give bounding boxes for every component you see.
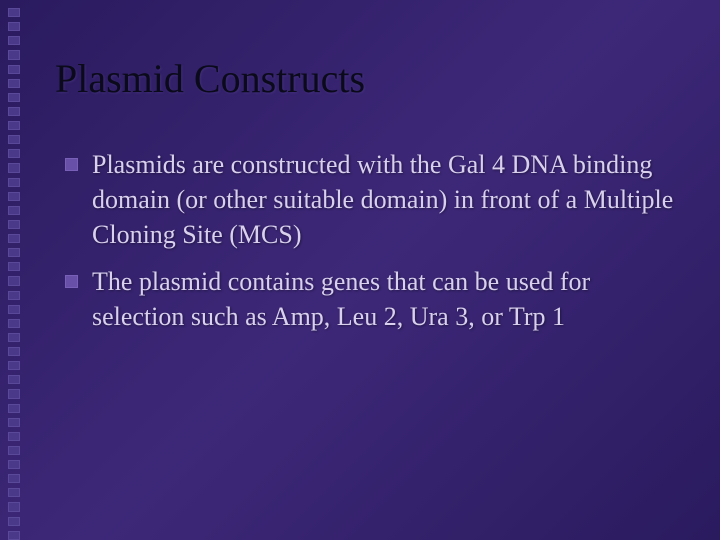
deco-square-icon bbox=[8, 248, 20, 257]
deco-square-icon bbox=[8, 389, 20, 398]
deco-square-icon bbox=[8, 107, 20, 116]
deco-square-icon bbox=[8, 262, 20, 271]
deco-square-icon bbox=[8, 517, 20, 526]
deco-square-icon bbox=[8, 192, 20, 201]
deco-square-icon bbox=[8, 36, 20, 45]
slide-title: Plasmid Constructs bbox=[55, 55, 680, 102]
deco-square-icon bbox=[8, 375, 20, 384]
deco-square-icon bbox=[8, 319, 20, 328]
deco-square-icon bbox=[8, 347, 20, 356]
deco-square-icon bbox=[8, 234, 20, 243]
deco-square-icon bbox=[8, 333, 20, 342]
deco-square-icon bbox=[8, 446, 20, 455]
deco-square-icon bbox=[8, 8, 20, 17]
bullet-list: Plasmids are constructed with the Gal 4 … bbox=[55, 147, 680, 334]
deco-square-icon bbox=[8, 65, 20, 74]
slide-content: Plasmid Constructs Plasmids are construc… bbox=[55, 55, 680, 346]
deco-square-icon bbox=[8, 488, 20, 497]
deco-square-icon bbox=[8, 121, 20, 130]
deco-square-icon bbox=[8, 474, 20, 483]
deco-square-icon bbox=[8, 79, 20, 88]
bullet-text: The plasmid contains genes that can be u… bbox=[92, 264, 680, 334]
left-decoration-strip bbox=[0, 0, 28, 540]
deco-square-icon bbox=[8, 460, 20, 469]
deco-square-icon bbox=[8, 93, 20, 102]
deco-square-icon bbox=[8, 163, 20, 172]
square-bullet-icon bbox=[65, 158, 78, 171]
deco-square-icon bbox=[8, 432, 20, 441]
deco-square-icon bbox=[8, 22, 20, 31]
deco-square-icon bbox=[8, 404, 20, 413]
deco-square-icon bbox=[8, 502, 20, 511]
deco-square-icon bbox=[8, 305, 20, 314]
deco-square-icon bbox=[8, 220, 20, 229]
deco-square-icon bbox=[8, 531, 20, 540]
deco-square-icon bbox=[8, 361, 20, 370]
deco-square-icon bbox=[8, 178, 20, 187]
deco-square-icon bbox=[8, 276, 20, 285]
deco-square-icon bbox=[8, 206, 20, 215]
deco-square-icon bbox=[8, 418, 20, 427]
bullet-text: Plasmids are constructed with the Gal 4 … bbox=[92, 147, 680, 252]
deco-square-icon bbox=[8, 135, 20, 144]
list-item: The plasmid contains genes that can be u… bbox=[65, 264, 680, 334]
square-bullet-icon bbox=[65, 275, 78, 288]
deco-square-icon bbox=[8, 149, 20, 158]
list-item: Plasmids are constructed with the Gal 4 … bbox=[65, 147, 680, 252]
deco-square-icon bbox=[8, 50, 20, 59]
deco-square-icon bbox=[8, 291, 20, 300]
